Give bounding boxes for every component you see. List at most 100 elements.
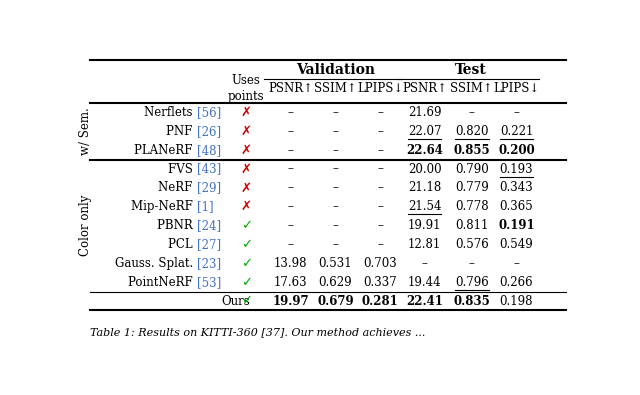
Text: –: – xyxy=(288,106,294,119)
Text: ✓: ✓ xyxy=(241,295,252,308)
Text: PBNR: PBNR xyxy=(157,219,196,232)
Text: 0.337: 0.337 xyxy=(364,276,397,289)
Text: –: – xyxy=(333,125,339,138)
Text: 19.44: 19.44 xyxy=(408,276,442,289)
Text: 22.07: 22.07 xyxy=(408,125,442,138)
Text: –: – xyxy=(333,144,339,157)
Text: 0.281: 0.281 xyxy=(362,295,399,308)
Text: –: – xyxy=(377,219,383,232)
Text: 0.193: 0.193 xyxy=(500,163,533,175)
Text: ✓: ✓ xyxy=(241,219,252,232)
Text: PointNeRF: PointNeRF xyxy=(128,276,196,289)
Text: 13.98: 13.98 xyxy=(274,257,308,270)
Text: Test: Test xyxy=(455,63,486,77)
Text: –: – xyxy=(377,144,383,157)
Text: 0.549: 0.549 xyxy=(500,238,533,251)
Text: –: – xyxy=(377,163,383,175)
Text: 0.679: 0.679 xyxy=(317,295,354,308)
Text: 17.63: 17.63 xyxy=(274,276,308,289)
Text: 0.811: 0.811 xyxy=(455,219,488,232)
Text: –: – xyxy=(377,238,383,251)
Text: FVS: FVS xyxy=(168,163,196,175)
Text: –: – xyxy=(288,219,294,232)
Text: [27]: [27] xyxy=(196,238,221,251)
Text: Gauss. Splat.: Gauss. Splat. xyxy=(115,257,196,270)
Text: –: – xyxy=(333,219,339,232)
Text: 21.54: 21.54 xyxy=(408,200,442,213)
Text: 20.00: 20.00 xyxy=(408,163,442,175)
Text: PSNR↑: PSNR↑ xyxy=(402,82,447,95)
Text: 22.41: 22.41 xyxy=(406,295,443,308)
Text: [29]: [29] xyxy=(196,181,221,194)
Text: –: – xyxy=(377,125,383,138)
Text: [43]: [43] xyxy=(196,163,221,175)
Text: 12.81: 12.81 xyxy=(408,238,442,251)
Text: –: – xyxy=(288,144,294,157)
Text: –: – xyxy=(288,200,294,213)
Text: –: – xyxy=(333,200,339,213)
Text: [23]: [23] xyxy=(196,257,221,270)
Text: 0.779: 0.779 xyxy=(455,181,489,194)
Text: –: – xyxy=(469,106,475,119)
Text: –: – xyxy=(333,106,339,119)
Text: –: – xyxy=(288,163,294,175)
Text: –: – xyxy=(377,106,383,119)
Text: ✗: ✗ xyxy=(241,181,252,194)
Text: Table 1: Results on KITTI-360 [37]. Our method achieves ...: Table 1: Results on KITTI-360 [37]. Our … xyxy=(90,327,426,337)
Text: [1]: [1] xyxy=(196,200,213,213)
Text: PNF: PNF xyxy=(166,125,196,138)
Text: –: – xyxy=(469,257,475,270)
Text: 0.703: 0.703 xyxy=(364,257,397,270)
Text: 0.835: 0.835 xyxy=(454,295,490,308)
Text: 0.796: 0.796 xyxy=(455,276,489,289)
Text: Ours: Ours xyxy=(221,295,250,308)
Text: ✗: ✗ xyxy=(241,144,252,157)
Text: 19.97: 19.97 xyxy=(273,295,309,308)
Text: ✗: ✗ xyxy=(241,106,252,119)
Text: PCL: PCL xyxy=(168,238,196,251)
Text: [24]: [24] xyxy=(196,219,221,232)
Text: 0.790: 0.790 xyxy=(455,163,489,175)
Text: 0.629: 0.629 xyxy=(319,276,352,289)
Text: Validation: Validation xyxy=(296,63,375,77)
Text: ✓: ✓ xyxy=(241,276,252,289)
Text: ✓: ✓ xyxy=(241,238,252,251)
Text: –: – xyxy=(377,200,383,213)
Text: 0.365: 0.365 xyxy=(500,200,533,213)
Text: 22.64: 22.64 xyxy=(406,144,443,157)
Text: –: – xyxy=(333,163,339,175)
Text: Mip-NeRF: Mip-NeRF xyxy=(131,200,196,213)
Text: [53]: [53] xyxy=(196,276,221,289)
Text: –: – xyxy=(288,238,294,251)
Text: Nerflets: Nerflets xyxy=(144,106,196,119)
Text: 0.855: 0.855 xyxy=(454,144,490,157)
Text: 0.198: 0.198 xyxy=(500,295,533,308)
Text: 19.91: 19.91 xyxy=(408,219,442,232)
Text: ✓: ✓ xyxy=(241,257,252,270)
Text: LPIPS↓: LPIPS↓ xyxy=(493,82,540,95)
Text: ✗: ✗ xyxy=(241,163,252,175)
Text: 21.69: 21.69 xyxy=(408,106,442,119)
Text: SSIM↑: SSIM↑ xyxy=(451,82,493,95)
Text: [48]: [48] xyxy=(196,144,221,157)
Text: SSIM↑: SSIM↑ xyxy=(314,82,357,95)
Text: 0.191: 0.191 xyxy=(498,219,535,232)
Text: 0.221: 0.221 xyxy=(500,125,533,138)
Text: PLANeRF: PLANeRF xyxy=(134,144,196,157)
Text: LPIPS↓: LPIPS↓ xyxy=(357,82,403,95)
Text: 0.531: 0.531 xyxy=(319,257,352,270)
Text: ✗: ✗ xyxy=(241,125,252,138)
Text: PSNR↑: PSNR↑ xyxy=(268,82,314,95)
Text: [26]: [26] xyxy=(196,125,221,138)
Text: 0.576: 0.576 xyxy=(455,238,489,251)
Text: –: – xyxy=(377,181,383,194)
Text: 0.820: 0.820 xyxy=(455,125,488,138)
Text: –: – xyxy=(422,257,428,270)
Text: –: – xyxy=(288,181,294,194)
Text: –: – xyxy=(513,257,520,270)
Text: –: – xyxy=(513,106,520,119)
Text: 0.343: 0.343 xyxy=(500,181,533,194)
Text: 0.778: 0.778 xyxy=(455,200,489,213)
Text: Uses
points: Uses points xyxy=(228,74,264,103)
Text: –: – xyxy=(288,125,294,138)
